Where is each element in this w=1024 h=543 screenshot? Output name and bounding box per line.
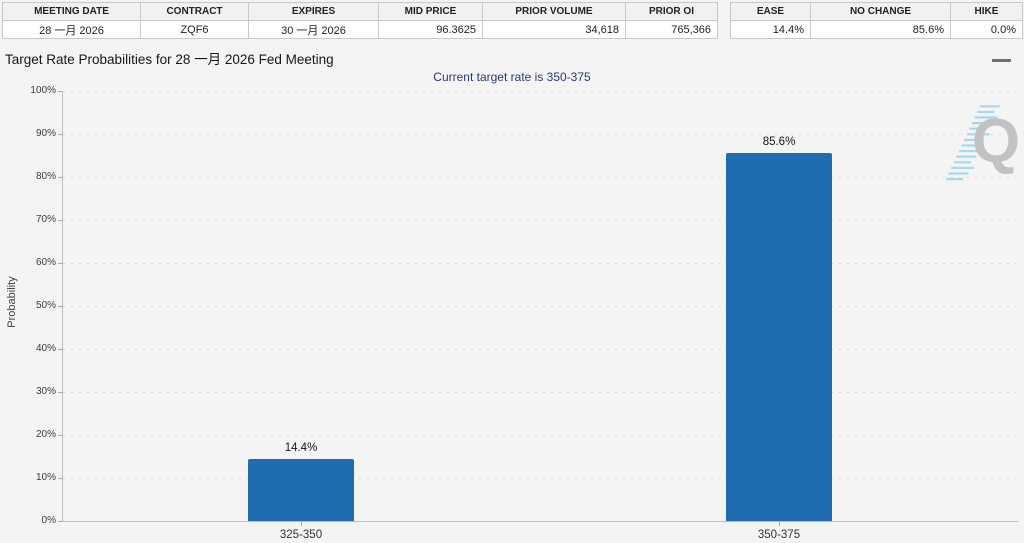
- hike-value: 0.0%: [950, 20, 1023, 39]
- y-tick-label-60: 60%: [35, 257, 56, 268]
- col-header-ease: EASE: [730, 2, 811, 21]
- probability-summary-data-row: 14.4% 85.6% 0.0%: [730, 20, 1023, 39]
- contract-info-header-row: MEETING DATE CONTRACT EXPIRES MID PRICE …: [2, 2, 718, 21]
- probability-summary-table: EASE NO CHANGE HIKE 14.4% 85.6% 0.0%: [730, 2, 1023, 39]
- y-tick-label-20: 20%: [35, 429, 56, 440]
- mid-price-value: 96.3625: [378, 20, 483, 39]
- ease-value: 14.4%: [730, 20, 811, 39]
- page-title: Target Rate Probabilities for 28 一月 2026…: [5, 52, 334, 67]
- x-tick-325-350: [301, 521, 302, 526]
- bar-325-350[interactable]: [248, 459, 354, 521]
- col-header-contract: CONTRACT: [140, 2, 249, 21]
- chart-menu-button[interactable]: [990, 49, 1014, 69]
- col-header-no-change: NO CHANGE: [810, 2, 951, 21]
- gridline-80: [63, 177, 1018, 178]
- x-category-label-325-350: 325-350: [279, 529, 323, 541]
- gridline-20: [63, 435, 1018, 436]
- meeting-date-value: 28 一月 2026: [2, 20, 141, 39]
- y-tick-0: [58, 521, 62, 522]
- y-tick-90: [58, 134, 62, 135]
- y-tick-80: [58, 177, 62, 178]
- y-tick-50: [58, 306, 62, 307]
- gridline-10: [63, 478, 1018, 479]
- probability-summary-header-row: EASE NO CHANGE HIKE: [730, 2, 1023, 21]
- y-tick-30: [58, 392, 62, 393]
- bar-350-375[interactable]: [726, 152, 832, 521]
- x-category-label-350-375: 350-375: [757, 529, 801, 541]
- y-tick-100: [58, 91, 62, 92]
- y-tick-60: [58, 263, 62, 264]
- y-tick-10: [58, 478, 62, 479]
- col-header-prior-volume: PRIOR VOLUME: [482, 2, 626, 21]
- contract-value: ZQF6: [140, 20, 249, 39]
- no-change-value: 85.6%: [810, 20, 951, 39]
- y-tick-40: [58, 349, 62, 350]
- y-tick-label-0: 0%: [41, 515, 56, 526]
- y-axis-title: Probability: [6, 276, 18, 328]
- bar-value-350-375: 85.6%: [762, 135, 796, 148]
- gridline-30: [63, 392, 1018, 393]
- x-tick-350-375: [779, 521, 780, 526]
- bar-value-325-350: 14.4%: [284, 442, 318, 455]
- col-header-meeting-date: MEETING DATE: [2, 2, 141, 21]
- prior-oi-value: 765,366: [625, 20, 718, 39]
- gridline-40: [63, 349, 1018, 350]
- col-header-mid-price: MID PRICE: [378, 2, 483, 21]
- y-tick-label-90: 90%: [35, 128, 56, 139]
- y-tick-label-40: 40%: [35, 343, 56, 354]
- col-header-expires: EXPIRES: [248, 2, 379, 21]
- y-tick-label-100: 100%: [30, 85, 56, 96]
- y-tick-label-30: 30%: [35, 386, 56, 397]
- gridline-90: [63, 134, 1018, 135]
- gridline-100: [63, 91, 1018, 92]
- prior-volume-value: 34,618: [482, 20, 626, 39]
- y-tick-20: [58, 435, 62, 436]
- probability-chart: 0% 10% 20% 30% 40% 50% 60% 70% 80% 90% 100% Probabi…: [0, 85, 1024, 543]
- y-tick-70: [58, 220, 62, 221]
- y-tick-label-10: 10%: [35, 472, 56, 483]
- gridline-50: [63, 306, 1018, 307]
- expires-value: 30 一月 2026: [248, 20, 379, 39]
- chart-subtitle: Current target rate is 350-375: [433, 70, 591, 84]
- contract-info-data-row: 28 一月 2026 ZQF6 30 一月 2026 96.3625 34,61…: [2, 20, 718, 39]
- gridline-70: [63, 220, 1018, 221]
- y-tick-label-70: 70%: [35, 214, 56, 225]
- col-header-prior-oi: PRIOR OI: [625, 2, 718, 21]
- col-header-hike: HIKE: [950, 2, 1023, 21]
- x-axis: [62, 521, 1018, 522]
- y-axis: [62, 91, 63, 521]
- y-tick-label-80: 80%: [35, 171, 56, 182]
- gridline-60: [63, 263, 1018, 264]
- y-tick-label-50: 50%: [35, 300, 56, 311]
- contract-info-table: MEETING DATE CONTRACT EXPIRES MID PRICE …: [2, 2, 718, 39]
